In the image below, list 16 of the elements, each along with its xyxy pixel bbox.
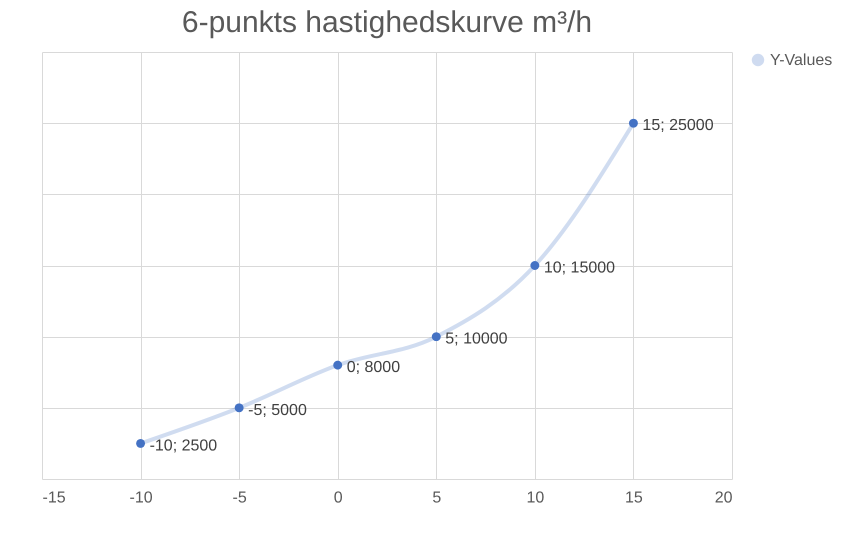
x-tick-label: -15 — [42, 490, 66, 506]
data-label: -5; 5000 — [248, 402, 307, 419]
legend-label: Y-Values — [770, 52, 832, 69]
x-tick-label: 10 — [526, 490, 544, 506]
data-label: 15; 25000 — [642, 117, 714, 134]
data-label: 10; 15000 — [544, 260, 616, 276]
x-tick-label: 20 — [714, 490, 733, 506]
chart-title: 6-punkts hastighedskurve m³/h — [182, 6, 592, 39]
data-label: 0; 8000 — [346, 359, 400, 376]
data-label: 5; 10000 — [445, 330, 508, 348]
x-tick-label: 15 — [625, 490, 643, 506]
x-tick-label: -10 — [130, 490, 153, 506]
data-label: -10; 2500 — [150, 437, 218, 454]
x-tick-label: -5 — [232, 490, 247, 506]
x-tick-label: 5 — [432, 490, 442, 506]
x-tick-label: 0 — [334, 490, 343, 506]
